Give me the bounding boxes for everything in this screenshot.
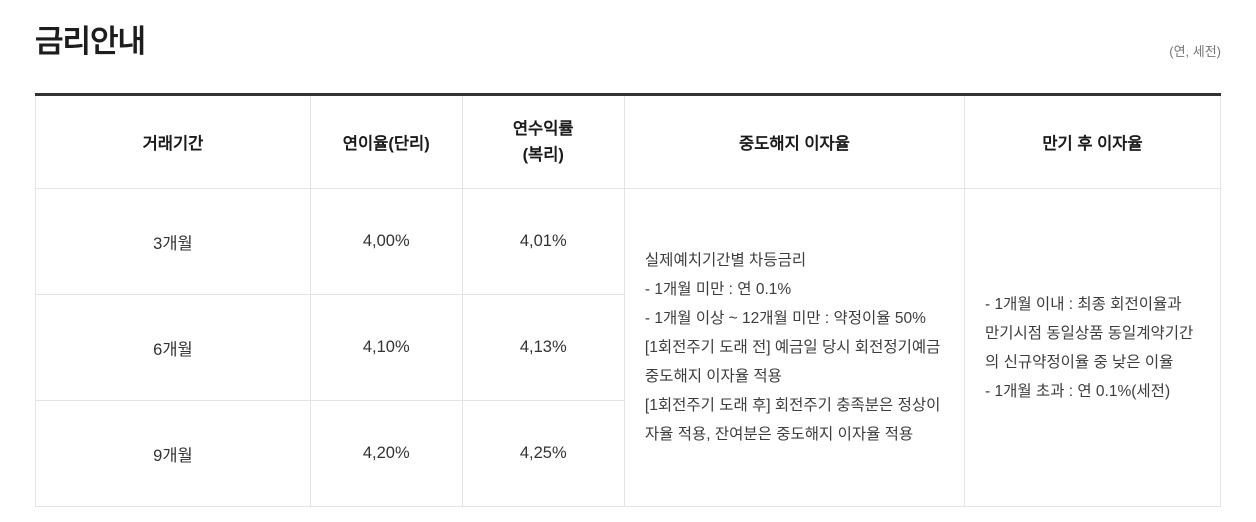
- header-after-maturity: 만기 후 이자율: [964, 94, 1221, 189]
- period-cell-3m: 3개월: [35, 188, 311, 295]
- early-termination-line: 실제예치기간별 차등금리: [644, 252, 807, 269]
- unit-note: (연, 세전): [1169, 44, 1221, 59]
- simple-rate-cell-3m: 4,00%: [309, 188, 463, 295]
- rate-row-6m: 6개월 4,10% 4,13%: [35, 294, 1221, 401]
- period-cell-6m: 6개월: [35, 294, 311, 401]
- compound-rate-cell-9m: 4,25%: [461, 400, 625, 507]
- compound-rate-cell-3m: 4,01%: [461, 188, 625, 295]
- interest-rate-guide-section: 금리안내 (연, 세전) 거래기간 연이율(단리) 연수익률 (복리) 중도해지…: [35, 18, 1221, 507]
- header-period: 거래기간: [35, 94, 311, 189]
- interest-rates-table: 거래기간 연이율(단리) 연수익률 (복리) 중도해지 이자율 만기 후 이자율…: [35, 93, 1221, 507]
- early-termination-line: - 1개월 미만 : 연 0.1%: [644, 281, 792, 298]
- rate-row-9m: 9개월 4,20% 4,25%: [35, 400, 1221, 507]
- after-maturity-line: - 1개월 이내 : 최종 회전이율과 만기시점 동일상품 동일계약기간의 신규…: [985, 295, 1194, 371]
- header-compound-yield: 연수익률 (복리): [461, 94, 625, 189]
- table-body: 3개월 4,00% 4,01% 실제예치기간별 차등금리 - 1개월 미만 : …: [35, 188, 1221, 507]
- header-early-termination: 중도해지 이자율: [623, 94, 966, 189]
- after-maturity-details-cell: - 1개월 이내 : 최종 회전이율과 만기시점 동일상품 동일계약기간의 신규…: [964, 188, 1221, 507]
- after-maturity-line: - 1개월 초과 : 연 0.1%(세전): [985, 382, 1171, 400]
- title-row: 금리안내 (연, 세전): [35, 18, 1221, 62]
- table-header: 거래기간 연이율(단리) 연수익률 (복리) 중도해지 이자율 만기 후 이자율: [35, 94, 1221, 189]
- simple-rate-cell-6m: 4,10%: [309, 294, 463, 401]
- header-simple-rate: 연이율(단리): [309, 94, 463, 189]
- compound-rate-cell-6m: 4,13%: [461, 294, 625, 401]
- early-termination-line: [1회전주기 도래 전] 예금일 당시 회전정기예금 중도해지 이자율 적용: [644, 339, 941, 385]
- header-row: 거래기간 연이율(단리) 연수익률 (복리) 중도해지 이자율 만기 후 이자율: [35, 94, 1221, 189]
- rate-row-3m: 3개월 4,00% 4,01% 실제예치기간별 차등금리 - 1개월 미만 : …: [35, 188, 1221, 507]
- early-termination-line: [1회전주기 도래 후] 회전주기 충족분은 정상이자율 적용, 잔여분은 중도…: [644, 397, 941, 443]
- period-cell-9m: 9개월: [35, 400, 311, 507]
- simple-rate-cell-9m: 4,20%: [309, 400, 463, 507]
- early-termination-details-cell: 실제예치기간별 차등금리 - 1개월 미만 : 연 0.1% - 1개월 이상 …: [623, 188, 966, 507]
- early-termination-line: - 1개월 이상 ~ 12개월 미만 : 약정이율 50%: [644, 310, 926, 327]
- page-title: 금리안내: [35, 24, 146, 59]
